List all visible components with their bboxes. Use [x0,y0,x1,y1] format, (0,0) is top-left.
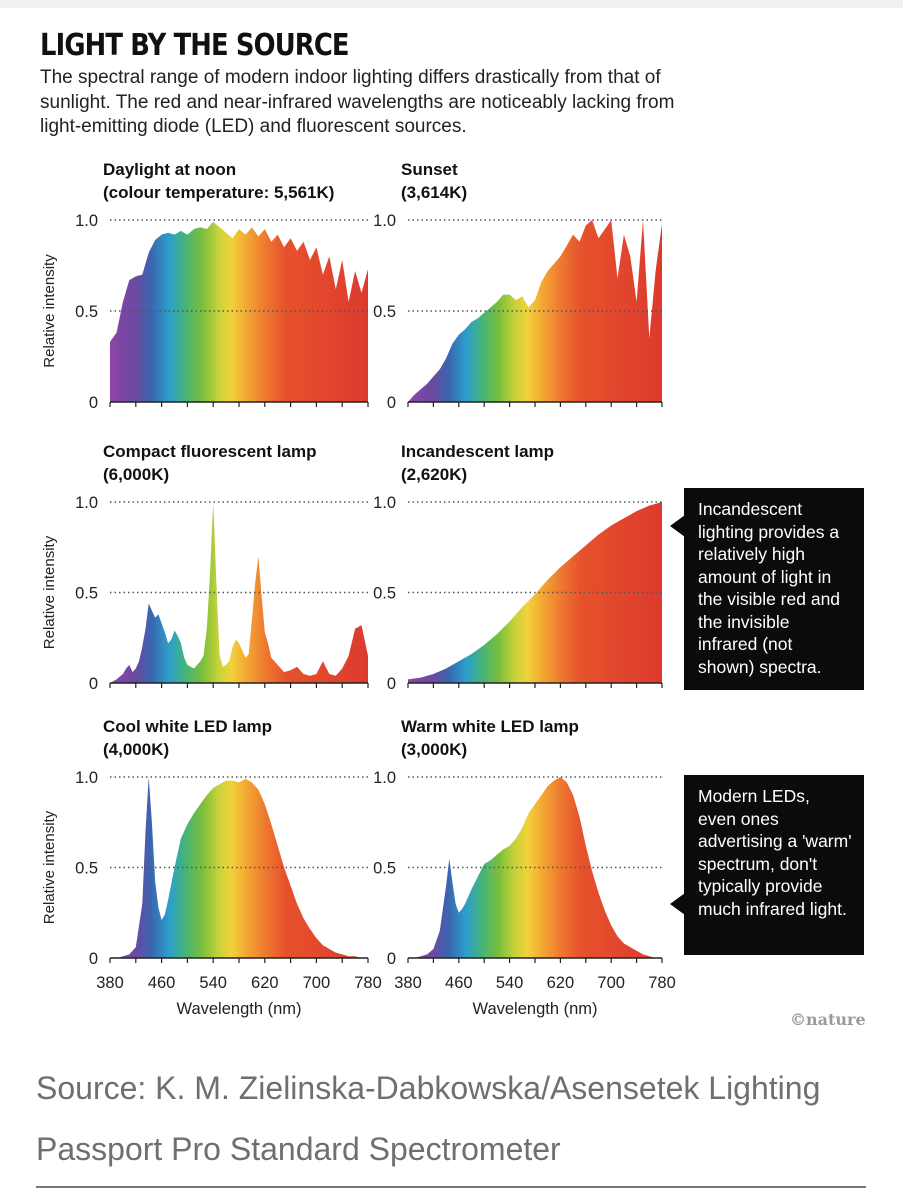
x-tick-label: 780 [648,974,676,992]
x-tick-label: 380 [394,974,422,992]
y-axis-label: Relative intensity [41,810,58,924]
panel-title: Incandescent lamp [401,442,554,461]
y-tick-label: 0.5 [75,860,98,878]
y-tick-label: 1.0 [373,212,396,230]
x-axis-label: Wavelength (nm) [472,1000,597,1018]
y-tick-label: 0 [89,950,98,968]
panel-title: Daylight at noon [103,160,236,179]
nature-credit: ©nature [790,1010,866,1029]
panel-subtitle: (6,000K) [103,465,169,484]
y-tick-label: 1.0 [373,769,396,787]
x-tick-label: 620 [251,974,279,992]
x-tick-label: 700 [303,974,331,992]
y-tick-label: 0 [387,394,396,412]
panel-title: Warm white LED lamp [401,717,579,736]
bottom-divider [36,1186,866,1188]
x-tick-label: 700 [597,974,625,992]
chart-panel-5: Cool white LED lamp (4,000K) 0 0.5 1.0 Relati… [41,717,382,1018]
y-axis-label: Relative intensity [41,535,58,649]
y-tick-label: 0.5 [373,303,396,321]
chart-panel-1: Daylight at noon (colour temperature: 5,5… [41,160,369,412]
chart-panel-3: Compact fluorescent lamp (6,000K) 0 0.5 1.0 R… [41,442,369,693]
y-tick-label: 0 [89,675,98,693]
spectrum-area [110,221,368,402]
panel-subtitle: (3,614K) [401,183,467,202]
panel-subtitle: (colour temperature: 5,561K) [103,183,334,202]
x-tick-label: 460 [445,974,473,992]
panel-title: Sunset [401,160,458,179]
y-tick-label: 1.0 [75,494,98,512]
figure-title: LIGHT BY THE SOURCE [40,28,350,63]
panel-subtitle: (2,620K) [401,465,467,484]
chart-panel-6: Warm white LED lamp (3,000K) 0 0.5 1.0 380 460… [373,717,676,1018]
x-tick-label: 780 [354,974,382,992]
panel-title: Compact fluorescent lamp [103,442,317,461]
panel-subtitle: (3,000K) [401,740,467,759]
led-callout: Modern LEDs, even ones advertising a 'wa… [670,775,864,955]
y-tick-label: 0 [387,675,396,693]
spectra-chart-grid: Daylight at noon (colour temperature: 5,5… [41,160,676,1018]
x-tick-label: 620 [547,974,575,992]
top-divider [0,0,903,8]
x-tick-label: 380 [96,974,124,992]
spectrum-area [110,502,368,683]
chart-panel-4: Incandescent lamp (2,620K) 0 0.5 1.0 [373,442,663,693]
x-axis-label: Wavelength (nm) [176,1000,301,1018]
y-tick-label: 0.5 [373,860,396,878]
y-axis-label: Relative intensity [41,254,58,368]
spectrum-area [110,777,368,958]
y-tick-label: 1.0 [75,212,98,230]
x-tick-label: 540 [496,974,524,992]
chart-panel-2: Sunset (3,614K) 0 0.5 1.0 [373,160,663,412]
x-tick-label: 460 [148,974,176,992]
spectrum-area [408,502,662,683]
y-tick-label: 0.5 [75,585,98,603]
y-tick-label: 0.5 [75,303,98,321]
y-tick-label: 1.0 [75,769,98,787]
figure-subtitle: The spectral range of modern indoor ligh… [40,67,675,137]
y-tick-label: 0.5 [373,585,396,603]
y-tick-label: 0 [387,950,396,968]
panel-subtitle: (4,000K) [103,740,169,759]
y-tick-label: 0 [89,394,98,412]
source-caption: Source: K. M. Zielinska-Dabkowska/Asense… [36,1070,821,1167]
x-tick-label: 540 [199,974,227,992]
panel-title: Cool white LED lamp [103,717,272,736]
y-tick-label: 1.0 [373,494,396,512]
incandescent-callout: Incandescent lighting provides a relativ… [670,488,864,690]
